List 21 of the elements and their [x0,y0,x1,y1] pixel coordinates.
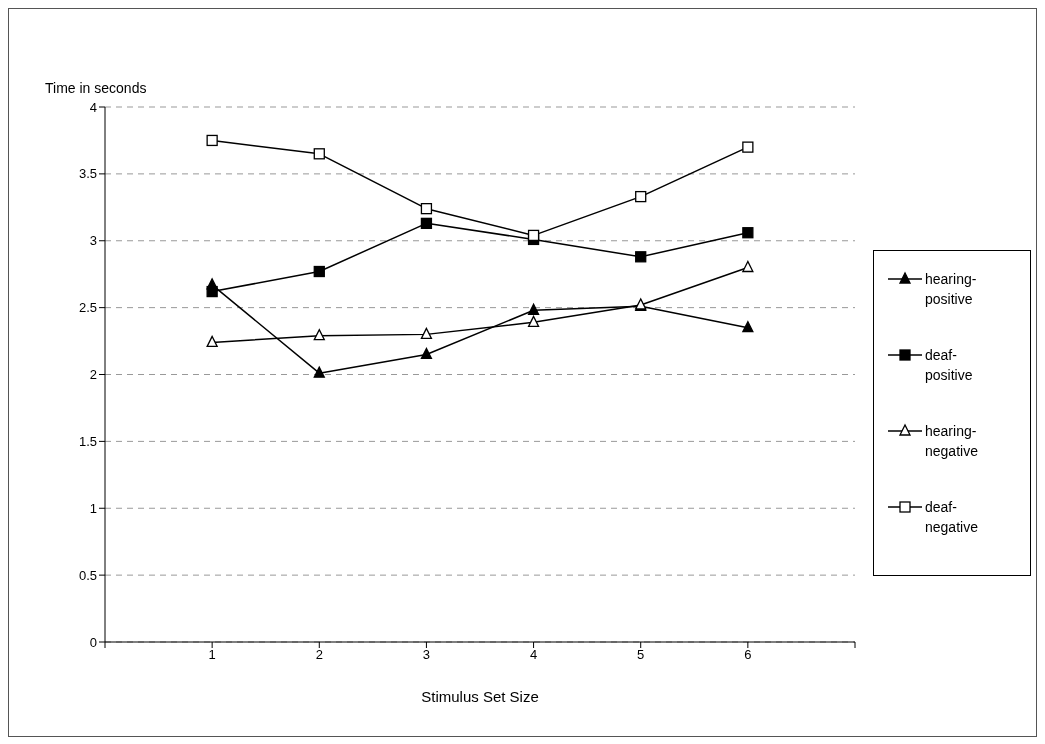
y-tick-label: 1 [89,500,97,516]
y-tick-label: 0.5 [78,567,97,583]
y-tick-label: 4 [89,99,97,115]
y-axis-title: Time in seconds [45,80,147,96]
x-axis-title: Stimulus Set Size [421,688,539,705]
y-tick-label: 1.5 [78,433,97,449]
x-tick-label: 2 [315,647,323,663]
y-tick-label: 0 [89,634,97,650]
x-tick-label: 3 [422,647,431,663]
legend-label: deaf-positive [925,346,974,385]
x-tick-label: 6 [744,647,752,663]
y-tick-label: 2 [89,367,97,383]
legend-label: deaf-negative [925,498,979,537]
y-tick-label: 2.5 [78,300,97,316]
y-tick-label: 3 [89,233,97,249]
legend-label: hearing-negative [925,422,979,461]
legend-label: hearing-positive [925,270,978,309]
x-tick-label: 1 [208,647,216,663]
x-tick-label: 4 [529,647,538,663]
y-tick-label: 3.5 [78,166,97,182]
x-tick-label: 5 [637,647,645,663]
